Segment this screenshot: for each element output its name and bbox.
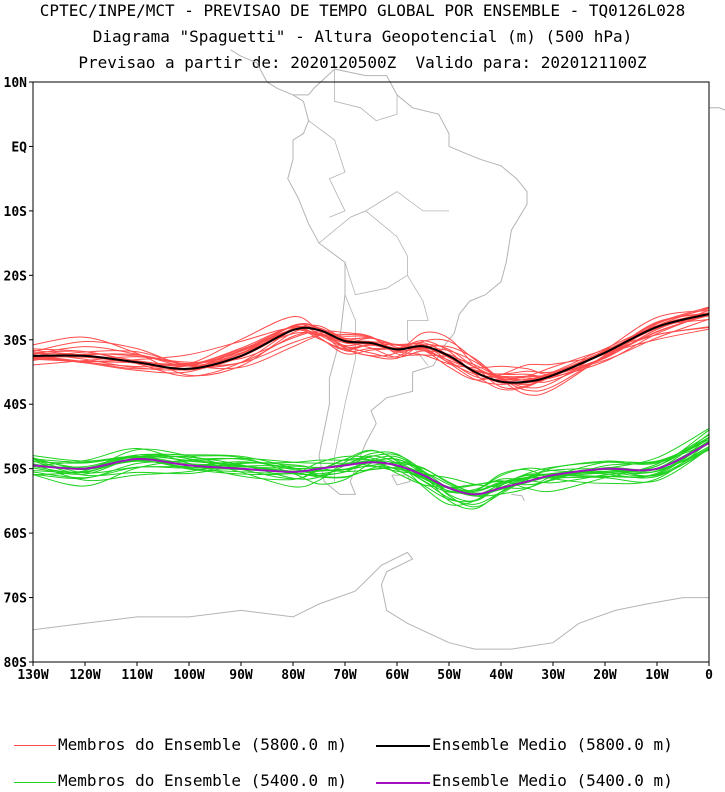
lon-label: 90W xyxy=(229,668,253,683)
title-line-2: Diagrama "Spaguetti" - Altura Geopotenci… xyxy=(92,27,633,46)
member-line-5400 xyxy=(32,447,710,494)
lon-label: 120W xyxy=(69,668,100,683)
legend-member-5400: Membros do Ensemble (5400.0 m) xyxy=(58,771,347,790)
lat-label: 70S xyxy=(4,592,28,607)
title-line-1: CPTEC/INPE/MCT - PREVISAO DE TEMPO GLOBA… xyxy=(39,1,686,20)
lat-label: 50S xyxy=(4,463,28,478)
lon-label: 100W xyxy=(173,668,204,683)
coast-africa-edge xyxy=(709,107,725,111)
lon-label: 70W xyxy=(333,668,357,683)
lat-label: 80S xyxy=(4,656,28,671)
coast-south-georgia xyxy=(511,493,525,502)
map-frame xyxy=(32,81,710,663)
lat-label: 10S xyxy=(4,205,28,220)
lat-label: EQ xyxy=(11,140,27,155)
lat-label: 30S xyxy=(4,334,28,349)
member-line-5400 xyxy=(32,447,710,489)
member-line-5800 xyxy=(32,313,710,396)
coastline-layer xyxy=(32,49,725,650)
lon-label: 50W xyxy=(437,668,461,683)
legend-swatch-member-5800 xyxy=(14,745,56,746)
member-line-5400 xyxy=(32,427,710,506)
lon-label: 20W xyxy=(593,668,617,683)
coast-falklands xyxy=(391,474,411,486)
lon-label: 80W xyxy=(281,668,305,683)
lon-label: 30W xyxy=(541,668,565,683)
country-border xyxy=(334,69,398,122)
country-border xyxy=(308,120,346,218)
lon-label: 60W xyxy=(385,668,409,683)
mean-line-5800 xyxy=(32,313,710,384)
legend-mean-5400: Ensemble Medio (5400.0 m) xyxy=(432,771,673,790)
member-line-5800 xyxy=(32,319,710,381)
lon-label: 110W xyxy=(121,668,152,683)
legend-swatch-mean-5800 xyxy=(376,745,430,747)
legend-member-5800: Membros do Ensemble (5800.0 m) xyxy=(58,735,347,754)
legend-swatch-member-5400 xyxy=(14,782,56,783)
lat-label: 40S xyxy=(4,398,28,413)
lon-label: 10W xyxy=(645,668,669,683)
mean-line-5400 xyxy=(32,442,710,496)
member-line-5400 xyxy=(32,443,710,488)
map-background xyxy=(33,82,709,662)
lat-label: 10N xyxy=(4,76,28,91)
country-border xyxy=(350,191,449,218)
member-line-5400 xyxy=(32,434,710,493)
member-line-5400 xyxy=(32,429,710,510)
lat-label: 60S xyxy=(4,527,28,542)
member-line-5800 xyxy=(32,327,710,390)
title-line-3: Previsao a partir de: 2020120500Z Valido… xyxy=(78,53,647,72)
coast-antarctica xyxy=(32,551,709,650)
coast-south-america xyxy=(287,68,528,495)
member-line-5800 xyxy=(32,310,710,389)
lon-label: 40W xyxy=(489,668,513,683)
mean-lines-layer xyxy=(32,313,710,496)
legend-mean-5800: Ensemble Medio (5800.0 m) xyxy=(432,735,673,754)
lon-label: 130W xyxy=(17,668,48,683)
coast-central-america xyxy=(230,49,294,96)
lat-label: 20S xyxy=(4,269,28,284)
lon-label: 0 xyxy=(705,668,713,683)
legend-swatch-mean-5400 xyxy=(376,782,430,784)
